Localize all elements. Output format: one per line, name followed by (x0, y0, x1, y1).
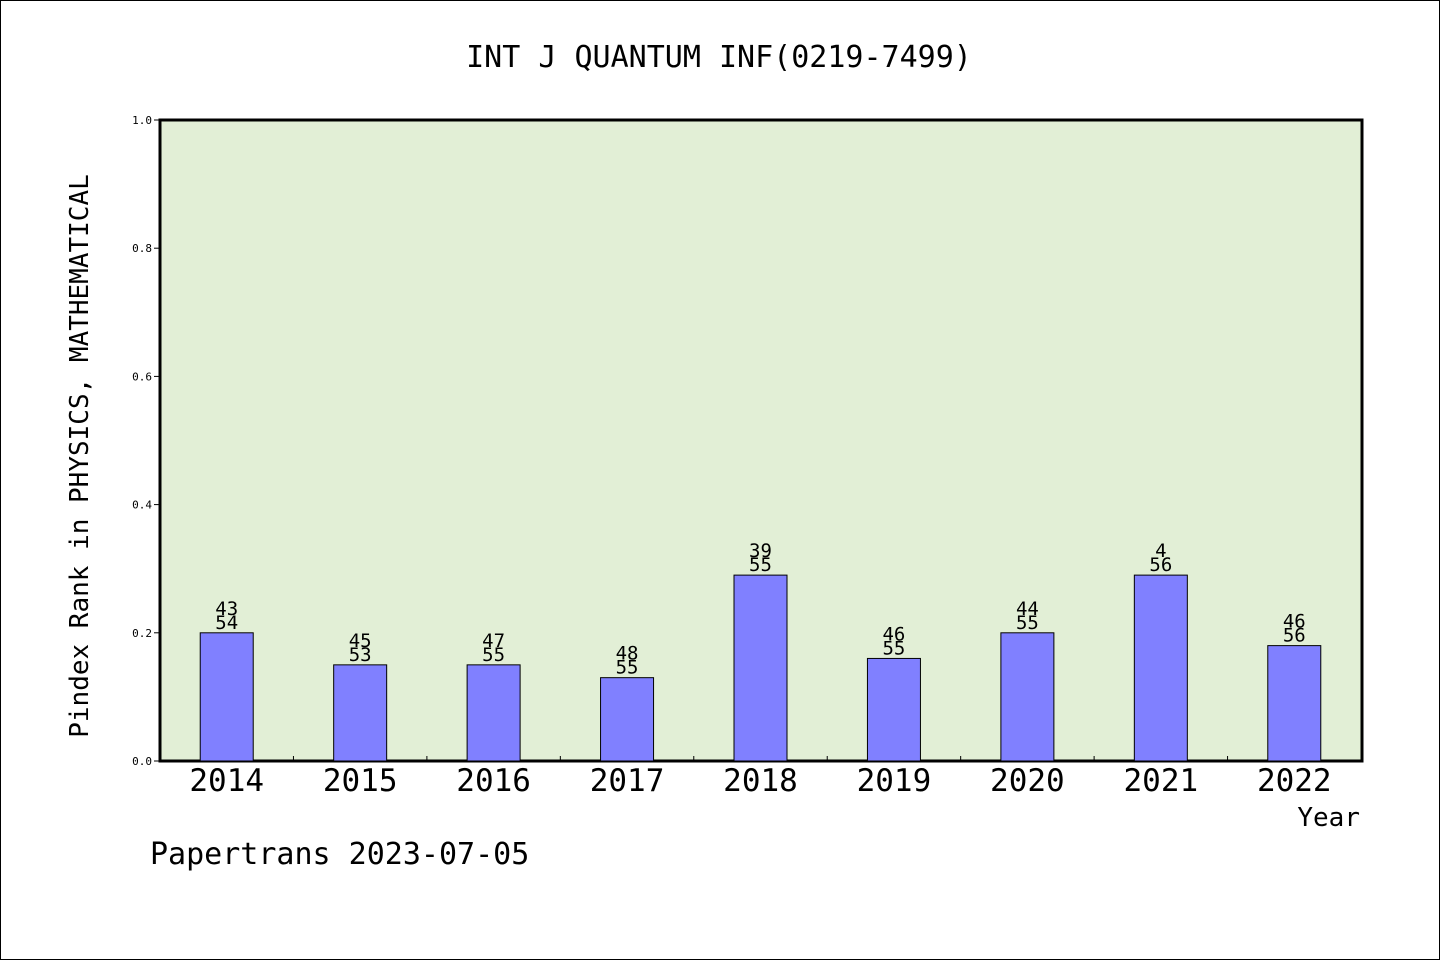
bar-rank-label-2016: 47 (482, 630, 505, 652)
x-tick-label-2019: 2019 (857, 763, 932, 799)
bar-total-label-2021: 56 (1149, 554, 1172, 576)
bar-rank-label-2015: 45 (349, 630, 372, 652)
bars-group (199, 574, 1322, 762)
bar-2021 (1133, 574, 1188, 762)
bar-rank-label-2019: 46 (882, 623, 905, 645)
y-tick-label-0.6: 0.6 (132, 370, 152, 383)
x-tick-label-2021: 2021 (1124, 763, 1199, 799)
bar-2017 (600, 677, 655, 762)
y-tick-label-0.0: 0.0 (132, 755, 152, 768)
bar-rank-label-2017: 48 (616, 643, 639, 665)
y-tick-label-0.2: 0.2 (132, 627, 152, 640)
bar-total-label-2022: 56 (1283, 625, 1306, 647)
bar-2019 (866, 657, 921, 762)
bar-2015 (333, 664, 388, 762)
x-axis-label: Year (1297, 803, 1360, 833)
y-axis: 0.0 0.2 0.4 0.6 0.8 1.0 (132, 114, 160, 768)
x-tick-label-2018: 2018 (723, 763, 798, 799)
bar-2020 (1000, 632, 1055, 762)
bar-total-label-2017: 55 (616, 657, 639, 679)
bar-total-label-2018: 55 (749, 554, 772, 576)
bar-rank-label-2014: 43 (215, 598, 238, 620)
x-tick-label-2015: 2015 (323, 763, 398, 799)
x-tick-label-2017: 2017 (590, 763, 665, 799)
x-tick-label-2014: 2014 (189, 763, 264, 799)
bar-rank-label-2021: 4 (1155, 540, 1166, 562)
x-tick-label-2020: 2020 (990, 763, 1065, 799)
bar-total-label-2020: 55 (1016, 612, 1039, 634)
x-axis: 2014 2015 2016 2017 2018 2019 2020 2021 2022 (189, 756, 1332, 799)
x-tick-label-2022: 2022 (1257, 763, 1332, 799)
bar-2016 (466, 664, 521, 762)
y-tick-label-0.4: 0.4 (132, 499, 152, 512)
bar-2022 (1267, 645, 1322, 762)
bar-total-label-2019: 55 (882, 637, 905, 659)
bar-total-label-2016: 55 (482, 644, 505, 666)
y-tick-label-1.0: 1.0 (132, 114, 152, 127)
y-axis-label: Pindex Rank in PHYSICS, MATHEMATICAL (65, 174, 95, 738)
chart-title: INT J QUANTUM INF(0219-7499) (466, 40, 972, 75)
y-tick-label-0.8: 0.8 (132, 242, 152, 255)
x-tick-label-2016: 2016 (456, 763, 531, 799)
bar-2018 (733, 574, 788, 762)
footer-credit: Papertrans 2023-07-05 (150, 837, 529, 872)
bar-rank-label-2018: 39 (749, 540, 772, 562)
bar-rank-label-2022: 46 (1283, 611, 1306, 633)
bar-total-label-2015: 53 (349, 644, 372, 666)
bar-rank-label-2020: 44 (1016, 598, 1039, 620)
bar-total-label-2014: 54 (215, 612, 238, 634)
bar-2014 (199, 632, 254, 762)
